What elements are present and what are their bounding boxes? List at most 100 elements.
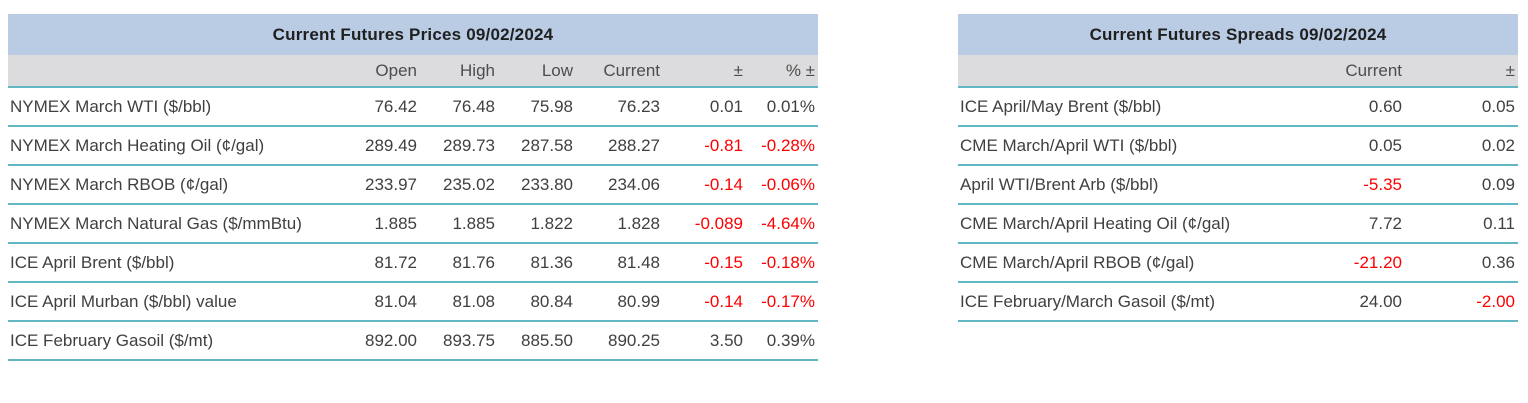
value-cell: 289.73 [420,126,498,166]
column-header: ± [1405,55,1518,88]
value-cell: 81.36 [498,243,576,283]
column-header: Current [576,55,663,88]
header-row: Open High Low Current ±% ± [8,55,818,88]
futures-prices-title: Current Futures Prices 09/02/2024 [8,14,818,55]
instrument-label: CME March/April RBOB (¢/gal) [958,243,1288,283]
value-cell: -0.28% [746,126,818,166]
value-cell: 0.01 [663,87,746,127]
value-cell: 0.05 [1405,87,1518,127]
table-row: CME March/April Heating Oil (¢/gal) 7.72 0… [958,204,1518,244]
column-header: Current [1288,55,1405,88]
value-cell: 289.49 [348,126,420,166]
table-row: NYMEX March RBOB (¢/gal) 233.97 235.02 233.… [8,165,818,205]
value-cell: 1.822 [498,204,576,244]
table-row: ICE February Gasoil ($/mt) 892.00 893.75 88… [8,321,818,361]
value-cell: 890.25 [576,321,663,361]
table-row: CME March/April WTI ($/bbl) 0.05 0.02 [958,126,1518,166]
table-row: NYMEX March WTI ($/bbl) 76.42 76.48 75.98 76… [8,87,818,127]
instrument-label: ICE April Brent ($/bbl) [8,243,348,283]
instrument-label: NYMEX March Natural Gas ($/mmBtu) [8,204,348,244]
table-row: ICE April Brent ($/bbl) 81.72 81.76 81.36 81… [8,243,818,283]
value-cell: 80.99 [576,282,663,322]
value-cell: 288.27 [576,126,663,166]
value-cell: 81.04 [348,282,420,322]
instrument-column-header [958,55,1288,88]
futures-prices-header-row: Open High Low Current ±% ± [8,55,818,88]
instrument-label: ICE April Murban ($/bbl) value [8,282,348,322]
instrument-label: ICE February Gasoil ($/mt) [8,321,348,361]
futures-spreads-header-row: Current ± [958,55,1518,88]
instrument-label: NYMEX March Heating Oil (¢/gal) [8,126,348,166]
table-row: ICE April/May Brent ($/bbl) 0.60 0.05 [958,87,1518,127]
column-header: Open [348,55,420,88]
instrument-label: ICE February/March Gasoil ($/mt) [958,282,1288,322]
value-cell: 81.72 [348,243,420,283]
value-cell: 235.02 [420,165,498,205]
instrument-label: April WTI/Brent Arb ($/bbl) [958,165,1288,205]
value-cell: -0.06% [746,165,818,205]
futures-prices-table: Current Futures Prices 09/02/2024 Open Hi… [8,14,818,361]
value-cell: 0.60 [1288,87,1405,127]
instrument-label: NYMEX March WTI ($/bbl) [8,87,348,127]
value-cell: -0.18% [746,243,818,283]
column-header: Low [498,55,576,88]
table-row: ICE February/March Gasoil ($/mt) 24.00 -2.… [958,282,1518,322]
value-cell: 885.50 [498,321,576,361]
value-cell: 76.48 [420,87,498,127]
header-row: Current ± [958,55,1518,88]
value-cell: 81.48 [576,243,663,283]
value-cell: 0.02 [1405,126,1518,166]
instrument-label: CME March/April Heating Oil (¢/gal) [958,204,1288,244]
value-cell: -5.35 [1288,165,1405,205]
instrument-column-header [8,55,348,88]
value-cell: 1.828 [576,204,663,244]
futures-prices-grid: Open High Low Current ±% ± NYMEX March WTI (… [8,55,818,361]
table-row: NYMEX March Heating Oil (¢/gal) 289.49 289… [8,126,818,166]
column-header: High [420,55,498,88]
column-header: ± [663,55,746,88]
column-header: % ± [746,55,818,88]
value-cell: -4.64% [746,204,818,244]
value-cell: 1.885 [348,204,420,244]
value-cell: 0.36 [1405,243,1518,283]
value-cell: 76.23 [576,87,663,127]
futures-spreads-table: Current Futures Spreads 09/02/2024 Curre… [958,14,1518,322]
value-cell: -0.15 [663,243,746,283]
table-row: ICE April Murban ($/bbl) value 81.04 81.08… [8,282,818,322]
value-cell: 0.05 [1288,126,1405,166]
value-cell: -0.14 [663,165,746,205]
value-cell: 893.75 [420,321,498,361]
value-cell: 892.00 [348,321,420,361]
table-row: April WTI/Brent Arb ($/bbl) -5.35 0.09 [958,165,1518,205]
instrument-label: NYMEX March RBOB (¢/gal) [8,165,348,205]
futures-spreads-grid: Current ± ICE April/May Brent ($/bbl) 0.60… [958,55,1518,322]
value-cell: 76.42 [348,87,420,127]
value-cell: -0.089 [663,204,746,244]
value-cell: 234.06 [576,165,663,205]
table-row: NYMEX March Natural Gas ($/mmBtu) 1.885 1.… [8,204,818,244]
value-cell: 81.08 [420,282,498,322]
value-cell: -0.17% [746,282,818,322]
instrument-label: ICE April/May Brent ($/bbl) [958,87,1288,127]
value-cell: 80.84 [498,282,576,322]
value-cell: 0.11 [1405,204,1518,244]
value-cell: -2.00 [1405,282,1518,322]
value-cell: 233.80 [498,165,576,205]
value-cell: 3.50 [663,321,746,361]
value-cell: 0.39% [746,321,818,361]
value-cell: -0.81 [663,126,746,166]
table-row: CME March/April RBOB (¢/gal) -21.20 0.36 [958,243,1518,283]
value-cell: 81.76 [420,243,498,283]
futures-prices-body: NYMEX March WTI ($/bbl) 76.42 76.48 75.98 76… [8,87,818,361]
value-cell: 75.98 [498,87,576,127]
value-cell: 0.01% [746,87,818,127]
futures-spreads-title: Current Futures Spreads 09/02/2024 [958,14,1518,55]
value-cell: 233.97 [348,165,420,205]
instrument-label: CME March/April WTI ($/bbl) [958,126,1288,166]
value-cell: 1.885 [420,204,498,244]
value-cell: -21.20 [1288,243,1405,283]
value-cell: 287.58 [498,126,576,166]
value-cell: 0.09 [1405,165,1518,205]
value-cell: 24.00 [1288,282,1405,322]
